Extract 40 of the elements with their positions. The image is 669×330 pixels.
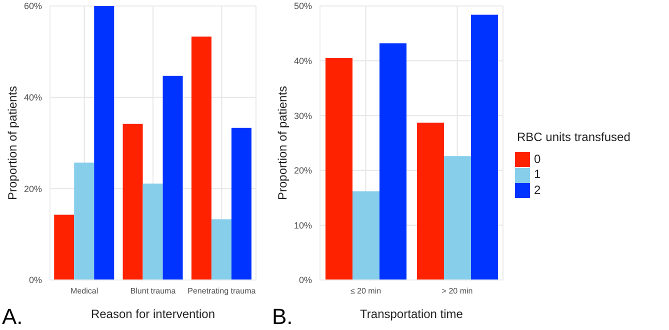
x-tick-label: ≤ 20 min [350,286,382,296]
bar [231,128,252,280]
bar [94,6,114,280]
bar [142,184,163,280]
bar [470,14,498,280]
y-tick-label: 40% [294,56,312,66]
y-tick-label: 20% [24,184,42,194]
legend-label: 1 [534,167,541,182]
bar [74,162,94,280]
x-tick-label: Medical [70,286,98,296]
y-tick-label: 40% [24,92,42,103]
y-tick-label: 30% [294,110,312,121]
bar [122,124,143,280]
x-tick-label: > 20 min [442,286,473,296]
bar [444,156,471,280]
y-tick-label: 0% [28,275,42,286]
legend-title: RBC units transfused [517,130,632,144]
y-tick-label: 10% [294,220,312,230]
bar [54,214,74,280]
x-tick-label: Penetrating trauma [188,286,256,296]
y-tick-label: 60% [24,1,42,12]
bar [352,191,380,280]
bar [325,58,352,280]
text: A. [2,304,23,330]
x-axis-title: Reason for intervention [90,307,216,321]
y-axis-title: Proportion of patients [5,86,20,200]
bar [211,219,232,280]
x-axis-title: Transportation time [360,307,464,321]
x-tick-label: Blunt trauma [130,286,176,296]
y-tick-label: 0% [298,275,312,286]
y-axis-title: Proportion of patients [275,86,290,200]
legend-label: 0 [534,152,541,166]
legend-label: 2 [534,182,541,197]
y-tick-label: 20% [294,166,312,176]
bar [379,43,406,280]
text: B. [272,304,293,330]
bar [191,36,212,280]
bar [416,122,444,280]
bar [162,76,183,280]
y-tick-label: 50% [294,1,312,12]
